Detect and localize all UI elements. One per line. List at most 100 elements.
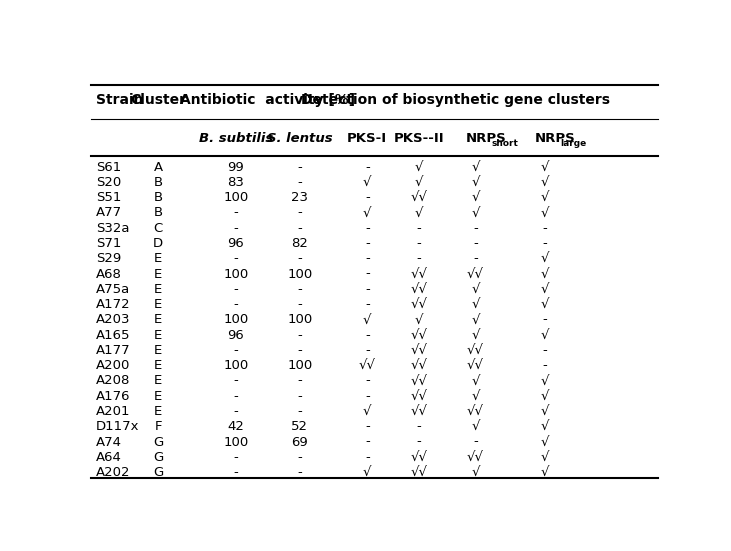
Text: 23: 23 xyxy=(292,191,308,204)
Text: A: A xyxy=(154,160,163,174)
Text: 100: 100 xyxy=(223,314,249,326)
Text: A165: A165 xyxy=(96,328,130,342)
Text: 96: 96 xyxy=(227,328,244,342)
Text: -: - xyxy=(298,466,302,479)
Text: -: - xyxy=(233,283,238,296)
Text: A74: A74 xyxy=(96,435,122,449)
Text: PKS--II: PKS--II xyxy=(393,132,444,145)
Text: √: √ xyxy=(471,160,480,174)
Text: 42: 42 xyxy=(227,420,244,433)
Text: -: - xyxy=(233,451,238,464)
Text: A177: A177 xyxy=(96,344,131,357)
Text: √√: √√ xyxy=(410,451,428,464)
Text: -: - xyxy=(298,405,302,418)
Text: √√: √√ xyxy=(467,268,484,280)
Text: √: √ xyxy=(540,207,549,219)
Text: PKS-I: PKS-I xyxy=(347,132,387,145)
Text: G: G xyxy=(153,451,163,464)
Text: E: E xyxy=(154,314,162,326)
Text: √: √ xyxy=(540,435,549,449)
Text: A208: A208 xyxy=(96,375,130,387)
Text: √: √ xyxy=(471,207,480,219)
Text: √√: √√ xyxy=(467,359,484,372)
Text: C: C xyxy=(154,222,163,235)
Text: A202: A202 xyxy=(96,466,130,479)
Text: A176: A176 xyxy=(96,390,130,403)
Text: -: - xyxy=(365,191,370,204)
Text: -: - xyxy=(473,252,478,265)
Text: D117x: D117x xyxy=(96,420,140,433)
Text: √√: √√ xyxy=(467,451,484,464)
Text: -: - xyxy=(365,375,370,387)
Text: √: √ xyxy=(471,466,480,479)
Text: E: E xyxy=(154,283,162,296)
Text: -: - xyxy=(473,222,478,235)
Text: S. lentus: S. lentus xyxy=(267,132,333,145)
Text: Detection of biosynthetic gene clusters: Detection of biosynthetic gene clusters xyxy=(301,93,610,107)
Text: 100: 100 xyxy=(287,314,312,326)
Text: -: - xyxy=(298,328,302,342)
Text: -: - xyxy=(365,160,370,174)
Text: -: - xyxy=(233,298,238,311)
Text: √: √ xyxy=(471,176,480,189)
Text: √: √ xyxy=(414,160,423,174)
Text: √: √ xyxy=(471,375,480,387)
Text: -: - xyxy=(365,298,370,311)
Text: -: - xyxy=(298,283,302,296)
Text: -: - xyxy=(542,344,547,357)
Text: G: G xyxy=(153,435,163,449)
Text: -: - xyxy=(298,176,302,189)
Text: √: √ xyxy=(471,420,480,433)
Text: E: E xyxy=(154,359,162,372)
Text: -: - xyxy=(298,252,302,265)
Text: -: - xyxy=(298,375,302,387)
Text: short: short xyxy=(491,139,518,148)
Text: -: - xyxy=(233,207,238,219)
Text: -: - xyxy=(365,344,370,357)
Text: -: - xyxy=(233,222,238,235)
Text: √√: √√ xyxy=(410,359,428,372)
Text: E: E xyxy=(154,344,162,357)
Text: -: - xyxy=(233,344,238,357)
Text: S61: S61 xyxy=(96,160,121,174)
Text: S29: S29 xyxy=(96,252,121,265)
Text: -: - xyxy=(365,390,370,403)
Text: -: - xyxy=(365,252,370,265)
Text: -: - xyxy=(298,222,302,235)
Text: √: √ xyxy=(540,405,549,418)
Text: B: B xyxy=(154,207,163,219)
Text: Antibiotic  activity [%]: Antibiotic activity [%] xyxy=(181,93,355,107)
Text: S71: S71 xyxy=(96,237,121,250)
Text: √√: √√ xyxy=(410,298,428,311)
Text: -: - xyxy=(298,344,302,357)
Text: 52: 52 xyxy=(292,420,308,433)
Text: F: F xyxy=(154,420,162,433)
Text: -: - xyxy=(542,222,547,235)
Text: √: √ xyxy=(540,420,549,433)
Text: 69: 69 xyxy=(292,435,308,449)
Text: -: - xyxy=(233,375,238,387)
Text: -: - xyxy=(365,222,370,235)
Text: A68: A68 xyxy=(96,268,122,280)
Text: √√: √√ xyxy=(467,405,484,418)
Text: B. subtilis: B. subtilis xyxy=(199,132,273,145)
Text: 100: 100 xyxy=(223,191,249,204)
Text: A172: A172 xyxy=(96,298,131,311)
Text: √: √ xyxy=(471,328,480,342)
Text: √: √ xyxy=(540,390,549,403)
Text: √: √ xyxy=(471,298,480,311)
Text: S32a: S32a xyxy=(96,222,129,235)
Text: -: - xyxy=(417,420,421,433)
Text: 100: 100 xyxy=(287,359,312,372)
Text: E: E xyxy=(154,375,162,387)
Text: large: large xyxy=(561,139,587,148)
Text: B: B xyxy=(154,191,163,204)
Text: √√: √√ xyxy=(467,344,484,357)
Text: √: √ xyxy=(540,160,549,174)
Text: NRPS: NRPS xyxy=(534,132,575,145)
Text: -: - xyxy=(298,207,302,219)
Text: √√: √√ xyxy=(410,466,428,479)
Text: √: √ xyxy=(540,268,549,280)
Text: A203: A203 xyxy=(96,314,130,326)
Text: A77: A77 xyxy=(96,207,122,219)
